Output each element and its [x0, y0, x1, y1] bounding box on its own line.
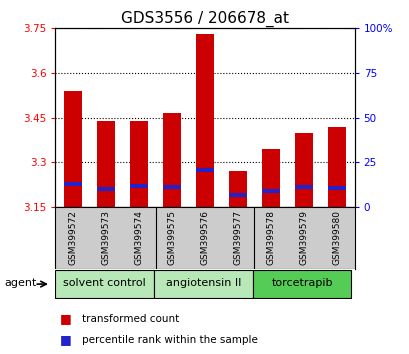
Text: agent: agent — [4, 278, 37, 287]
Text: ■: ■ — [59, 312, 71, 325]
Text: GSM399578: GSM399578 — [265, 210, 274, 265]
Bar — [294, 133, 312, 207]
Title: GDS3556 / 206678_at: GDS3556 / 206678_at — [121, 11, 288, 27]
Text: solvent control: solvent control — [63, 279, 146, 289]
Text: GSM399573: GSM399573 — [101, 210, 110, 265]
Bar — [327, 186, 345, 190]
Text: GSM399579: GSM399579 — [299, 210, 308, 265]
Text: angiotensin II: angiotensin II — [165, 279, 240, 289]
Bar — [163, 185, 181, 189]
Text: transformed count: transformed count — [82, 314, 179, 324]
Bar — [97, 187, 115, 191]
Bar — [252, 270, 351, 298]
Bar — [64, 91, 82, 207]
Text: torcetrapib: torcetrapib — [271, 279, 332, 289]
Bar — [97, 121, 115, 207]
Text: GSM399572: GSM399572 — [69, 210, 78, 265]
Bar — [196, 34, 213, 207]
Bar — [130, 121, 148, 207]
Text: GSM399580: GSM399580 — [331, 210, 340, 265]
Bar — [261, 149, 279, 207]
Bar — [55, 270, 154, 298]
Bar — [228, 193, 246, 197]
Bar — [261, 189, 279, 193]
Bar — [196, 168, 213, 172]
Bar — [130, 184, 148, 188]
Bar — [228, 171, 246, 207]
Bar — [64, 182, 82, 185]
Text: ■: ■ — [59, 333, 71, 346]
Bar — [163, 113, 181, 207]
Text: percentile rank within the sample: percentile rank within the sample — [82, 335, 257, 345]
Text: GSM399577: GSM399577 — [233, 210, 242, 265]
Text: GSM399575: GSM399575 — [167, 210, 176, 265]
Text: GSM399576: GSM399576 — [200, 210, 209, 265]
Bar — [327, 127, 345, 207]
Bar — [154, 270, 252, 298]
Bar — [294, 185, 312, 189]
Text: GSM399574: GSM399574 — [135, 210, 144, 265]
